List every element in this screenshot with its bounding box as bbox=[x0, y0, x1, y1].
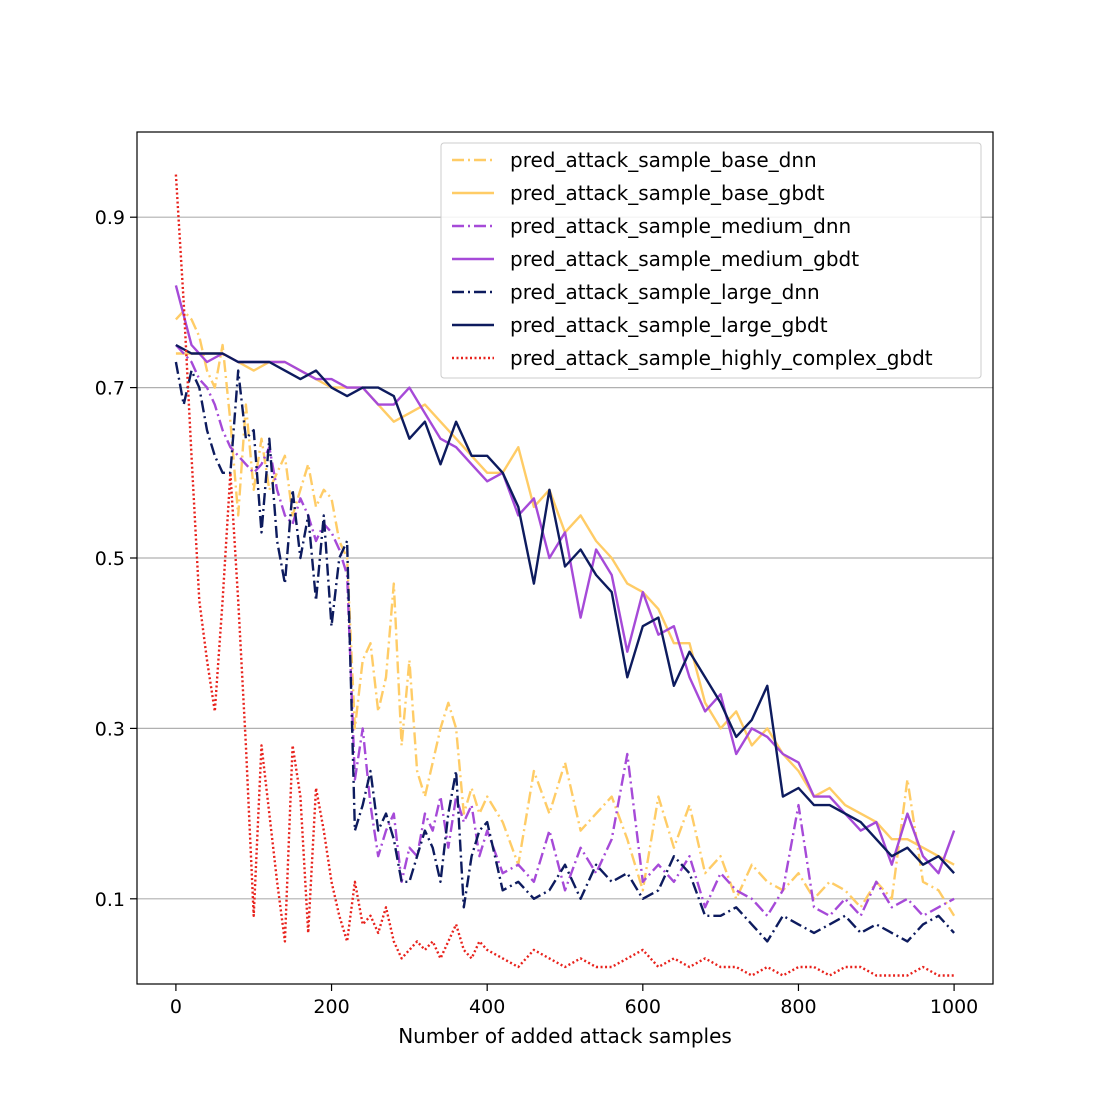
x-axis-ticks: 0 200 400 600 800 1000 bbox=[170, 984, 978, 1018]
legend-box bbox=[440, 142, 982, 379]
y-tick-label: 0.9 bbox=[95, 207, 125, 229]
series-line-pred_attack_sample_base_dnn bbox=[175, 309, 956, 917]
y-axis-ticks: 0.1 0.3 0.5 0.7 0.9 bbox=[95, 207, 137, 911]
y-tick-label: 0.3 bbox=[95, 718, 125, 740]
legend: pred_attack_sample_base_dnn pred_attack_s… bbox=[440, 142, 982, 379]
legend-label: pred_attack_sample_highly_complex_gbdt bbox=[510, 346, 933, 370]
legend-items: pred_attack_sample_base_dnn pred_attack_s… bbox=[452, 148, 933, 370]
y-tick-label: 0.5 bbox=[95, 548, 125, 570]
series-lines bbox=[174, 174, 956, 977]
series-line-pred_attack_sample_medium_gbdt bbox=[174, 285, 956, 875]
x-tick-label: 0 bbox=[170, 996, 182, 1018]
series-line-pred_attack_sample_large_gbdt bbox=[175, 343, 955, 875]
x-tick-label: 800 bbox=[780, 996, 816, 1018]
legend-label: pred_attack_sample_base_gbdt bbox=[510, 181, 825, 205]
x-tick-label: 200 bbox=[313, 996, 349, 1018]
legend-label: pred_attack_sample_medium_gbdt bbox=[510, 247, 859, 271]
legend-label: pred_attack_sample_large_dnn bbox=[510, 280, 820, 304]
x-tick-label: 1000 bbox=[930, 996, 978, 1018]
x-tick-label: 600 bbox=[625, 996, 661, 1018]
x-tick-label: 400 bbox=[469, 996, 505, 1018]
y-tick-label: 0.7 bbox=[95, 378, 125, 400]
series-line-pred_attack_sample_medium_dnn bbox=[175, 344, 955, 917]
legend-label: pred_attack_sample_base_dnn bbox=[510, 148, 817, 172]
legend-label: pred_attack_sample_large_gbdt bbox=[510, 313, 828, 337]
x-axis-label: Number of added attack samples bbox=[398, 1024, 732, 1048]
legend-label: pred_attack_sample_medium_dnn bbox=[510, 214, 851, 238]
y-tick-label: 0.1 bbox=[95, 889, 125, 911]
